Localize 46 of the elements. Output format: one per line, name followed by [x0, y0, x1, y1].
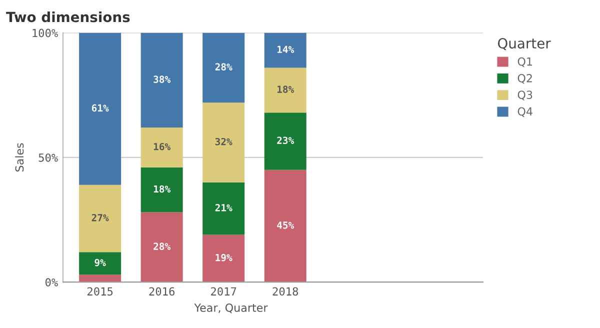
- x-tick-label: 2016: [149, 287, 174, 296]
- bar: [79, 252, 122, 275]
- x-tick-label: 2015: [88, 287, 113, 296]
- bar: [79, 32, 122, 185]
- x-axis-title: Year, Quarter: [194, 304, 268, 314]
- data-label: 9%: [94, 258, 106, 266]
- bar: [264, 32, 306, 68]
- data-label: 18%: [154, 185, 171, 193]
- x-tick-label: 2017: [211, 287, 236, 296]
- data-label: 18%: [277, 86, 294, 93]
- data-label: 21%: [215, 204, 232, 212]
- bar: [202, 102, 245, 182]
- data-label: 38%: [154, 76, 171, 83]
- bar: [140, 128, 183, 168]
- data-label: 27%: [92, 214, 109, 222]
- data-label: 28%: [215, 63, 232, 71]
- bar: [202, 234, 245, 282]
- y-tick-label: 50%: [38, 153, 58, 162]
- bar: [140, 167, 183, 212]
- bar: [202, 32, 245, 103]
- legend-title: Quarter: [498, 38, 551, 50]
- data-label: 16%: [154, 142, 171, 150]
- bar: [202, 182, 245, 235]
- legend-label: Q4: [518, 107, 532, 117]
- data-label: 61%: [92, 104, 109, 112]
- data-label: 14%: [277, 46, 294, 53]
- legend-label: Q3: [518, 90, 532, 100]
- data-label: 45%: [277, 222, 294, 229]
- legend-label: Q1: [518, 57, 532, 68]
- x-tick-label: 2018: [272, 287, 298, 296]
- bar: [264, 170, 306, 282]
- y-axis-title: Sales: [15, 143, 24, 172]
- data-label: 32%: [215, 138, 232, 146]
- bar: [79, 184, 122, 252]
- data-label: 19%: [216, 254, 232, 262]
- data-label: 28%: [154, 242, 171, 250]
- data-label: 23%: [277, 136, 294, 144]
- legend-label: Q2: [518, 74, 532, 84]
- chart-title: Two dimensions: [6, 11, 130, 22]
- bar: [79, 274, 122, 282]
- bar: [140, 32, 183, 128]
- y-tick-label: 0%: [45, 278, 58, 286]
- bar: [140, 212, 183, 282]
- bar: [264, 68, 306, 113]
- y-tick-label: 100%: [32, 28, 58, 38]
- bar: [264, 112, 306, 170]
